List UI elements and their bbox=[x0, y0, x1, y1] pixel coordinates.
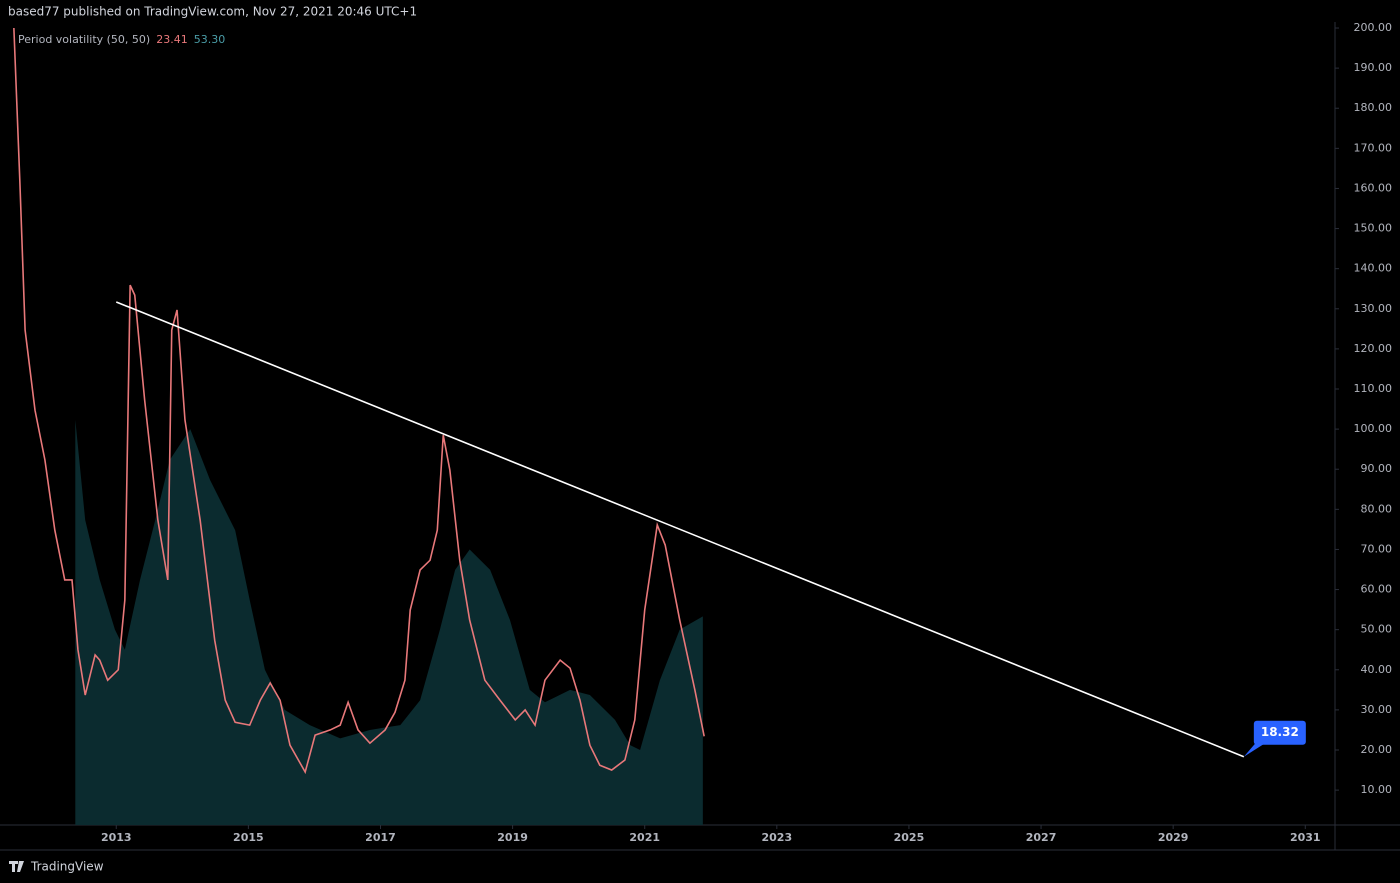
x-tick-label: 2031 bbox=[1290, 831, 1321, 844]
logo bbox=[9, 861, 24, 872]
y-tick-label: 150.00 bbox=[1354, 222, 1393, 235]
y-tick-label: 200.00 bbox=[1354, 21, 1393, 34]
y-tick-label: 80.00 bbox=[1361, 502, 1393, 515]
legend-value: 53.30 bbox=[194, 33, 226, 46]
y-tick-label: 160.00 bbox=[1354, 181, 1393, 194]
x-tick-label: 2019 bbox=[497, 831, 528, 844]
y-tick-label: 50.00 bbox=[1361, 623, 1393, 636]
y-tick-label: 70.00 bbox=[1361, 542, 1393, 555]
legend-value: 23.41 bbox=[156, 33, 188, 46]
legend-label: Period volatility (50, 50) bbox=[18, 33, 150, 46]
x-tick-label: 2025 bbox=[894, 831, 925, 844]
x-tick-label: 2029 bbox=[1158, 831, 1189, 844]
x-tick-label: 2013 bbox=[101, 831, 132, 844]
y-tick-label: 170.00 bbox=[1354, 141, 1393, 154]
line bbox=[13, 27, 705, 775]
area bbox=[75, 419, 703, 825]
y-tick-label: 30.00 bbox=[1361, 703, 1393, 716]
price-label: 18.32 bbox=[1261, 725, 1299, 739]
y-tick-label: 140.00 bbox=[1354, 262, 1393, 275]
y-tick-label: 100.00 bbox=[1354, 422, 1393, 435]
y-tick-label: 180.00 bbox=[1354, 101, 1393, 114]
price-label-box bbox=[1253, 720, 1306, 745]
y-tick-label: 60.00 bbox=[1361, 583, 1393, 596]
y-tick-label: 190.00 bbox=[1354, 61, 1393, 74]
y-tick-label: 120.00 bbox=[1354, 342, 1393, 355]
x-tick-label: 2027 bbox=[1026, 831, 1057, 844]
x-tick-label: 2021 bbox=[629, 831, 660, 844]
legend: Period volatility (50, 50) 23.41 53.30 bbox=[18, 33, 225, 46]
footer-logo bbox=[9, 861, 24, 872]
trendline bbox=[115, 301, 1245, 758]
y-tick-label: 20.00 bbox=[1361, 743, 1393, 756]
label-pointer bbox=[1243, 742, 1266, 757]
plot-area bbox=[13, 27, 705, 825]
footer-brand: TradingView bbox=[30, 860, 104, 874]
x-tick-label: 2023 bbox=[762, 831, 793, 844]
x-tick-label: 2017 bbox=[365, 831, 396, 844]
y-tick-label: 90.00 bbox=[1361, 462, 1393, 475]
y-tick-label: 40.00 bbox=[1361, 663, 1393, 676]
y-tick-label: 10.00 bbox=[1361, 783, 1393, 796]
header: based77 published on TradingView.com, No… bbox=[8, 5, 417, 19]
x-tick-label: 2015 bbox=[233, 831, 264, 844]
y-tick-label: 110.00 bbox=[1354, 382, 1393, 395]
y-tick-label: 130.00 bbox=[1354, 302, 1393, 315]
